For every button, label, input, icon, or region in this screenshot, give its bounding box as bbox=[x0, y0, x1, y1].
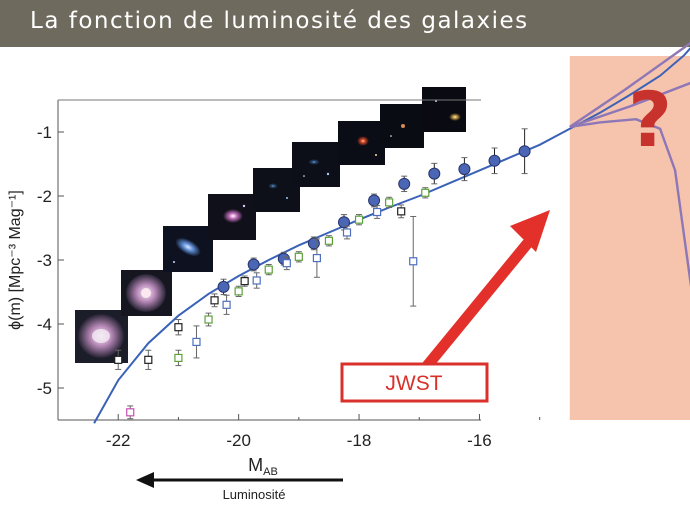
plot-axes: -1 -2 -3 -4 -5 -22 -20 -18 -16 MAB ϕ(m) [Mpc⁻³ Mag… bbox=[7, 99, 541, 478]
data-points bbox=[114, 128, 531, 420]
data-point-circle bbox=[458, 163, 471, 176]
data-point-square bbox=[126, 408, 135, 417]
data-point-circle bbox=[307, 237, 320, 250]
data-point-square bbox=[324, 236, 334, 245]
data-point-square bbox=[174, 353, 183, 363]
data-point-circle bbox=[488, 154, 501, 167]
data-point-circle bbox=[217, 280, 230, 293]
jwst-label-box bbox=[340, 362, 489, 403]
x-axis-label-subscript: AB bbox=[263, 466, 278, 478]
galaxy-thumbnail bbox=[75, 310, 128, 363]
galaxy-thumbnail bbox=[380, 104, 424, 148]
data-point-square bbox=[421, 188, 430, 197]
data-point-circle bbox=[518, 145, 531, 158]
y-tick-label: -5 bbox=[37, 379, 52, 398]
data-point-square bbox=[312, 253, 321, 263]
jwst-label: JWST bbox=[385, 372, 442, 395]
y-tick-label: -4 bbox=[37, 315, 52, 334]
data-point-square bbox=[192, 337, 201, 347]
galaxy-thumbnail bbox=[121, 270, 172, 316]
title-bar: La fonction de luminosité des galaxies bbox=[0, 0, 690, 47]
galaxy-thumbnails bbox=[75, 87, 466, 363]
luminosity-label: Luminosité bbox=[223, 487, 286, 502]
x-axis-label: MAB bbox=[248, 455, 278, 478]
slide-title: La fonction de luminosité des galaxies bbox=[30, 8, 529, 34]
x-tick-label: -22 bbox=[106, 431, 131, 450]
data-point-square bbox=[264, 265, 273, 274]
galaxy-thumbnail bbox=[208, 194, 256, 240]
annotations: JWST ? Luminosité bbox=[136, 75, 672, 502]
data-point-square bbox=[222, 300, 231, 309]
data-point-circle bbox=[247, 258, 260, 271]
y-axis-label: ϕ(m) [Mpc⁻³ Mag⁻¹] bbox=[7, 190, 24, 330]
x-tick-label: -18 bbox=[347, 431, 372, 450]
y-tick-label: -1 bbox=[37, 123, 52, 142]
data-point-square bbox=[204, 315, 213, 324]
x-tick-label: -20 bbox=[226, 431, 251, 450]
galaxy-thumbnail bbox=[163, 226, 213, 272]
data-point-square bbox=[240, 277, 249, 286]
data-point-square bbox=[397, 207, 406, 216]
data-point-square bbox=[234, 287, 243, 296]
question-mark: ? bbox=[628, 75, 672, 164]
data-point-square bbox=[144, 355, 153, 364]
galaxy-thumbnail bbox=[292, 142, 340, 187]
data-point-square bbox=[354, 215, 364, 224]
jwst-arrowhead bbox=[510, 210, 550, 252]
y-tick-label: -3 bbox=[37, 251, 52, 270]
data-point-square bbox=[385, 198, 394, 207]
data-point-circle bbox=[428, 167, 441, 180]
luminosity-arrowhead bbox=[136, 472, 154, 488]
jwst-extrapolation-curve bbox=[569, 41, 690, 128]
jwst-extrapolation-curve bbox=[569, 81, 690, 129]
data-point-square bbox=[174, 323, 183, 332]
data-point-square bbox=[342, 228, 352, 237]
data-point-square bbox=[294, 252, 303, 261]
data-point-square bbox=[282, 259, 291, 268]
data-point-square bbox=[210, 296, 219, 305]
galaxy-thumbnail bbox=[422, 87, 466, 132]
model-curve bbox=[93, 47, 690, 424]
jwst-extrapolation-curve bbox=[569, 117, 690, 288]
curves bbox=[93, 41, 690, 424]
galaxy-thumbnail bbox=[338, 121, 385, 165]
data-point-circle bbox=[337, 216, 350, 229]
data-point-square bbox=[114, 355, 123, 364]
data-point-circle bbox=[368, 194, 381, 207]
x-tick-label: -16 bbox=[467, 431, 492, 450]
data-point-square bbox=[409, 257, 418, 266]
data-point-square bbox=[252, 276, 261, 285]
y-tick-label: -2 bbox=[37, 187, 52, 206]
data-point-circle bbox=[398, 177, 411, 190]
jwst-region bbox=[569, 56, 690, 420]
data-point-square bbox=[373, 207, 382, 217]
